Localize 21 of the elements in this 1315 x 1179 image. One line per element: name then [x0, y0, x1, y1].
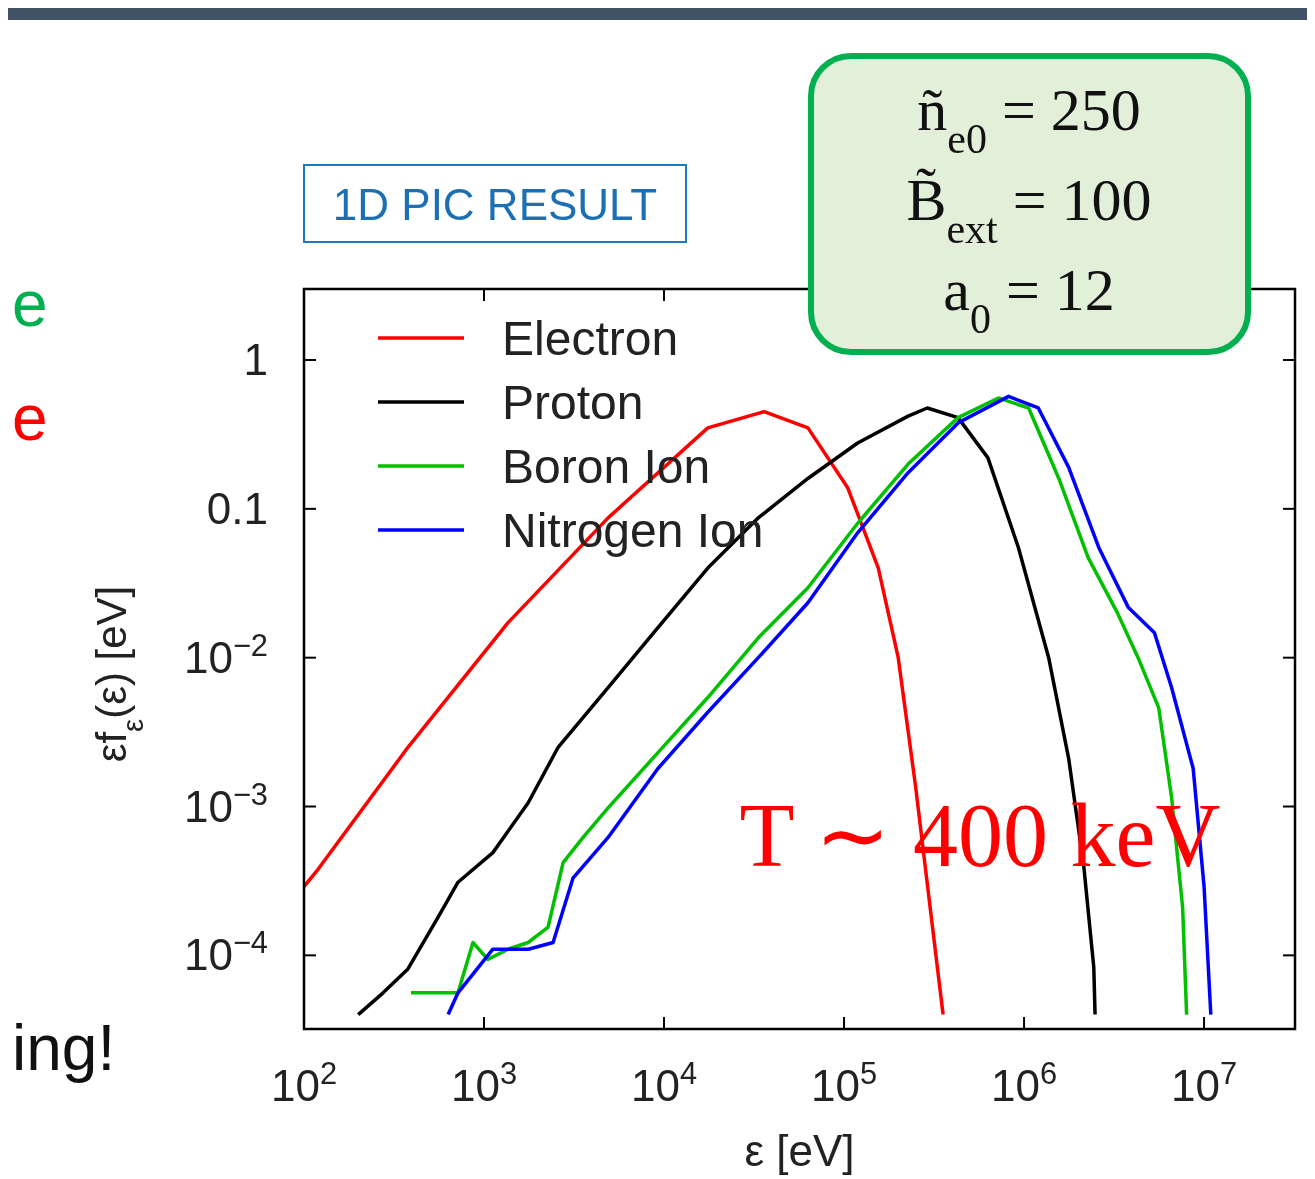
text: 1D PIC RESULT [332, 180, 658, 229]
y-tick-label: 0.1 [206, 483, 268, 533]
x-tick-label: 10$^{6}$ [991, 1055, 1058, 1110]
annotation: a$_{0}$ = 12 [943, 257, 1115, 342]
text: ing! [12, 1012, 116, 1084]
x-tick-label: 10$^{5}$ [810, 1055, 878, 1110]
y-tick-label: 10$^{−3}$ [183, 776, 268, 831]
x-tick-label: 10$^{4}$ [630, 1055, 698, 1110]
y-tick-label: 10$^{−4}$ [183, 924, 268, 980]
text: B̃$_{ext}$ = 100 [906, 167, 1152, 252]
text: ñ$_{e0}$ = 250 [917, 77, 1141, 162]
text: e [12, 268, 48, 340]
x-tick-label: 10$^{2}$ [270, 1055, 338, 1110]
y-tick-label: 1 [243, 335, 268, 385]
x-tick-label: 10$^{3}$ [450, 1055, 518, 1110]
text: e [12, 382, 48, 454]
y-tick-label: 10$^{−2}$ [183, 627, 268, 682]
x-tick-label: 10$^{7}$ [1171, 1055, 1238, 1110]
legend-label: Electron [502, 312, 679, 365]
x-axis-title: ε [eV] [744, 1126, 855, 1175]
legend-label: Proton [502, 376, 644, 429]
